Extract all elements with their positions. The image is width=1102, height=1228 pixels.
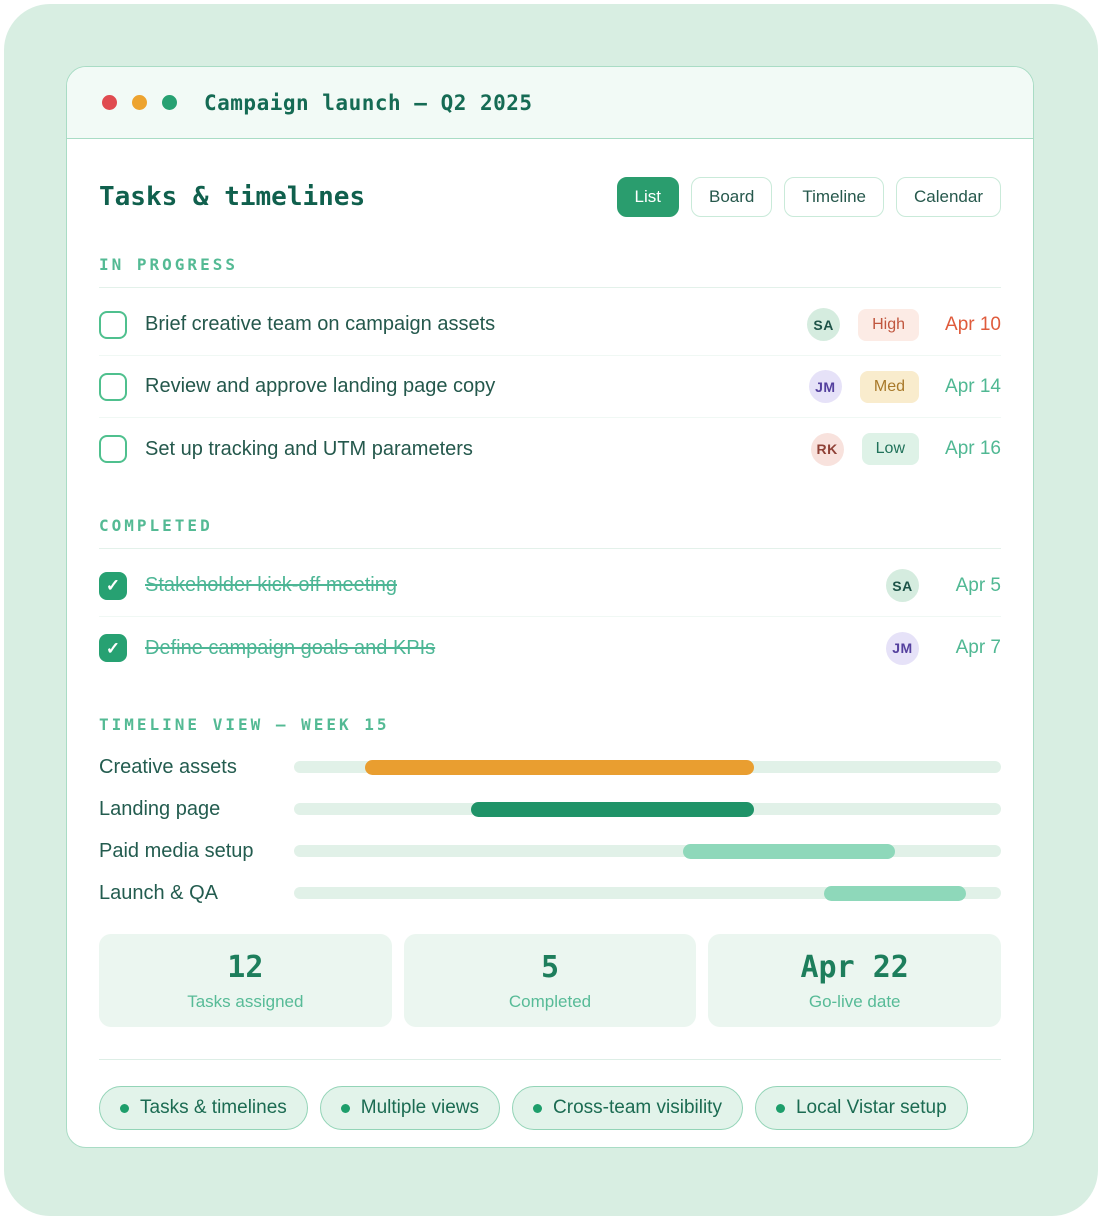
task-title: Brief creative team on campaign assets <box>145 313 496 335</box>
task-checkbox[interactable]: ✓ <box>99 571 127 600</box>
page-header: Tasks & timelines List Board Timeline Ca… <box>99 175 1001 219</box>
check-icon: ✓ <box>105 638 121 658</box>
bullet-dot-icon <box>340 1103 350 1113</box>
due-date: Apr 10 <box>945 313 1001 335</box>
task-row[interactable]: ✓ Define campaign goals and KPIs JM Apr … <box>99 617 1001 679</box>
view-tab-calendar[interactable]: Calendar <box>896 177 1001 217</box>
gantt-row: Creative assets <box>99 746 1001 788</box>
due-date: Apr 14 <box>945 375 1001 397</box>
tag-pill-multiple-views[interactable]: Multiple views <box>319 1086 501 1130</box>
stat-card-completed: 5 Completed <box>403 934 697 1027</box>
window-close-button[interactable] <box>102 95 117 110</box>
window-titlebar: Campaign launch — Q2 2025 <box>67 67 1033 139</box>
task-checkbox[interactable] <box>99 372 127 401</box>
gantt-track <box>294 759 1001 775</box>
gantt-bar[interactable] <box>364 759 754 775</box>
tag-pill-local-vistar-setup[interactable]: Local Vistar setup <box>754 1086 968 1130</box>
window-minimize-button[interactable] <box>132 95 147 110</box>
stat-value: 12 <box>227 949 264 985</box>
gantt-bar[interactable] <box>682 843 895 859</box>
check-icon: ✓ <box>105 576 121 595</box>
divider <box>99 287 1001 288</box>
timeline-chart: Creative assets Landing page Paid media … <box>99 746 1001 914</box>
tag-label: Multiple views <box>360 1097 480 1118</box>
stat-card-go-live-date: Apr 22 Go-live date <box>708 934 1002 1027</box>
gantt-bar[interactable] <box>824 885 966 901</box>
task-title: Set up tracking and UTM parameters <box>145 437 473 460</box>
tag-label: Cross-team visibility <box>553 1097 722 1118</box>
avatar: JM <box>808 370 842 403</box>
app-window: Campaign launch — Q2 2025 Tasks & timeli… <box>66 66 1034 1148</box>
section-label-timeline: TIMELINE VIEW — WEEK 15 <box>99 715 390 734</box>
window-maximize-button[interactable] <box>162 95 177 110</box>
avatar: SA <box>886 569 919 602</box>
avatar: SA <box>807 308 841 341</box>
stat-value: Apr 22 <box>800 949 909 985</box>
stat-value: 5 <box>540 949 560 985</box>
due-date: Apr 5 <box>955 574 1001 596</box>
main-content: Tasks & timelines List Board Timeline Ca… <box>67 139 1033 1130</box>
stat-label: Completed <box>508 991 592 1011</box>
stats-row: 12 Tasks assigned 5 Completed Apr 22 Go-… <box>99 934 1002 1027</box>
page-background: Campaign launch — Q2 2025 Tasks & timeli… <box>4 4 1098 1216</box>
page-title: Tasks & timelines <box>99 182 366 212</box>
tag-label: Local Vistar setup <box>795 1097 947 1118</box>
bullet-dot-icon <box>775 1103 785 1113</box>
stat-card-tasks-assigned: 12 Tasks assigned <box>99 934 392 1027</box>
task-checkbox[interactable] <box>99 435 127 463</box>
priority-badge: High <box>858 308 919 341</box>
gantt-track <box>294 843 1001 859</box>
priority-badge: Low <box>861 433 919 465</box>
gantt-row: Paid media setup <box>99 830 1001 872</box>
divider <box>99 548 1001 549</box>
task-title: Stakeholder kick-off meeting <box>145 574 397 596</box>
avatar: JM <box>886 631 919 665</box>
avatar: RK <box>810 432 844 466</box>
view-tab-list[interactable]: List <box>616 177 680 217</box>
task-meta: SA Apr 5 <box>886 569 1001 602</box>
task-row[interactable]: Brief creative team on campaign assets S… <box>99 294 1001 356</box>
tag-pill-cross-team-visibility[interactable]: Cross-team visibility <box>512 1086 743 1130</box>
section-label-completed: COMPLETED <box>99 516 213 535</box>
section-label-in-progress: IN PROGRESS <box>99 255 238 274</box>
view-tab-board[interactable]: Board <box>691 177 773 217</box>
gantt-row: Launch & QA <box>99 872 1001 914</box>
gantt-row-label: Creative assets <box>99 755 237 778</box>
window-title: Campaign launch — Q2 2025 <box>204 90 533 115</box>
gantt-row-label: Landing page <box>99 797 221 820</box>
view-switcher: List Board Timeline Calendar <box>616 177 1001 217</box>
task-meta: JM Apr 7 <box>886 631 1001 665</box>
due-date: Apr 16 <box>945 438 1001 459</box>
gantt-row-label: Paid media setup <box>99 839 254 862</box>
gantt-row-label: Launch & QA <box>99 881 218 904</box>
bullet-dot-icon <box>120 1103 129 1113</box>
view-tab-timeline[interactable]: Timeline <box>784 177 884 217</box>
task-row[interactable]: Set up tracking and UTM parameters RK Lo… <box>99 418 1001 480</box>
task-meta: SA High Apr 10 <box>807 308 1001 341</box>
stat-label: Go-live date <box>808 991 901 1011</box>
task-title: Define campaign goals and KPIs <box>145 636 436 659</box>
due-date: Apr 7 <box>955 637 1001 658</box>
task-meta: JM Med Apr 14 <box>808 370 1001 403</box>
task-checkbox[interactable]: ✓ <box>99 634 127 662</box>
gantt-row: Landing page <box>99 788 1001 830</box>
task-meta: RK Low Apr 16 <box>810 432 1001 466</box>
bullet-dot-icon <box>533 1103 543 1113</box>
tag-pill-tasks-timelines[interactable]: Tasks & timelines <box>99 1086 308 1130</box>
tag-label: Tasks & timelines <box>140 1097 287 1118</box>
stat-label: Tasks assigned <box>187 991 304 1011</box>
gantt-track <box>294 801 1001 817</box>
task-checkbox[interactable] <box>99 310 127 339</box>
gantt-bar[interactable] <box>470 801 754 817</box>
gantt-track <box>294 885 1001 901</box>
task-row[interactable]: Review and approve landing page copy JM … <box>99 356 1001 418</box>
divider <box>99 1059 1001 1060</box>
feature-tags: Tasks & timelines Multiple views Cross-t… <box>99 1086 1001 1130</box>
priority-badge: Med <box>859 370 919 403</box>
task-title: Review and approve landing page copy <box>145 375 496 397</box>
task-row[interactable]: ✓ Stakeholder kick-off meeting SA Apr 5 <box>99 555 1001 617</box>
